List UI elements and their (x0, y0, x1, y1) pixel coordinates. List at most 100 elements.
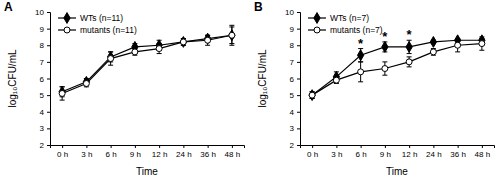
marker (358, 69, 364, 75)
y-tick: 2 (40, 141, 50, 150)
marker (204, 33, 210, 44)
marker (108, 56, 114, 62)
y-tick-mark (297, 112, 300, 113)
x-tick-mark (361, 145, 362, 148)
y-tick: 4 (40, 108, 50, 117)
error-bar-cap (455, 38, 460, 39)
x-axis: 0 h3 h6 h9 h12 h24 h36 h48 h (301, 145, 495, 159)
error-bar (407, 57, 412, 67)
series (309, 37, 485, 99)
y-tick-label: 7 (40, 58, 45, 67)
marker (357, 50, 363, 61)
x-axis: 0 h3 h6 h9 h12 h24 h36 h48 h (51, 145, 245, 159)
x-tick-label: 6 h (356, 150, 367, 159)
error-bar (431, 49, 436, 56)
annotation: * (407, 27, 413, 42)
y-tick-mark (47, 95, 50, 96)
y-axis-title: log₁₀CFU/mL (257, 49, 268, 108)
y-tick: 8 (40, 41, 50, 50)
x-tick-mark (86, 145, 87, 148)
y-tick: 2 (290, 141, 300, 150)
x-tick-mark (62, 145, 63, 148)
error-bar-cap (205, 45, 210, 46)
x-tick: 36 h (200, 145, 216, 159)
series (59, 25, 235, 100)
y-tick: 4 (290, 108, 300, 117)
y-tick-label: 8 (40, 41, 45, 50)
marker (455, 42, 461, 48)
x-tick: 48 h (225, 145, 241, 159)
x-tick-label: 0 h (57, 150, 68, 159)
x-tick-label: 48 h (475, 150, 491, 159)
y-tick-mark (297, 145, 300, 146)
y-tick: 5 (40, 91, 50, 100)
series-line (312, 40, 482, 95)
x-tick-mark (183, 145, 184, 148)
x-tick-mark (458, 145, 459, 148)
y-axis: 2 3 4 5 6 7 8 9 10 (35, 8, 50, 150)
x-tick-label: 6 h (106, 150, 117, 159)
x-tick-label: 3 h (81, 150, 92, 159)
error-bar-cap (205, 35, 210, 36)
y-tick-label: 3 (40, 124, 45, 133)
error-bar (479, 37, 484, 50)
legend-marker (314, 13, 320, 24)
error-bar-cap (229, 45, 234, 46)
error-bar-cap (358, 61, 363, 62)
x-tick-label: 24 h (426, 150, 442, 159)
x-tick: 12 h (152, 145, 168, 159)
y-tick-label: 9 (40, 25, 45, 34)
error-bar (181, 39, 186, 46)
x-tick-mark (433, 145, 434, 148)
x-tick-label: 3 h (331, 150, 342, 159)
marker (205, 37, 211, 43)
legend-marker (314, 27, 320, 33)
x-tick-label: 48 h (225, 150, 241, 159)
figure: A2345678910log₁₀CFU/mL0 h3 h6 h9 h12 h24… (0, 0, 500, 179)
y-tick-mark (47, 45, 50, 46)
error-bar (229, 25, 234, 45)
y-tick-label: 2 (290, 141, 295, 150)
series-line (312, 44, 482, 96)
marker (479, 35, 485, 46)
panel-label: A (4, 0, 13, 14)
legend-item: mutants (n=7) (308, 25, 383, 35)
x-tick: 9 h (380, 145, 391, 159)
error-bar (205, 35, 210, 45)
y-tick-label: 5 (40, 91, 45, 100)
marker (430, 49, 436, 55)
marker (382, 66, 388, 72)
x-tick: 3 h (81, 145, 92, 159)
x-tick-mark (111, 145, 112, 148)
x-tick-label: 9 h (130, 150, 141, 159)
y-tick-mark (297, 29, 300, 30)
y-tick-label: 6 (290, 75, 295, 84)
error-bar (84, 80, 89, 87)
y-tick: 10 (35, 8, 50, 17)
y-tick-label: 10 (35, 8, 44, 17)
y-tick-label: 4 (40, 108, 45, 117)
marker (333, 77, 339, 83)
series-line (62, 35, 232, 92)
series-line (62, 35, 232, 93)
y-tick: 3 (40, 124, 50, 133)
legend-marker (64, 13, 70, 24)
y-tick-label: 6 (40, 75, 45, 84)
x-tick-mark (409, 145, 410, 148)
y-tick: 7 (290, 58, 300, 67)
x-tick: 6 h (356, 145, 367, 159)
x-tick-mark (232, 145, 233, 148)
y-tick-mark (47, 79, 50, 80)
y-tick-label: 8 (290, 41, 295, 50)
legend: WTs (n=11)mutants (n=11) (58, 13, 137, 35)
legend-item: mutants (n=11) (58, 25, 137, 35)
error-bar-cap (455, 38, 460, 39)
x-tick-mark (385, 145, 386, 148)
x-tick-label: 36 h (200, 150, 216, 159)
error-bar (60, 87, 65, 100)
y-tick-mark (47, 62, 50, 63)
x-tick: 0 h (57, 145, 68, 159)
error-bar-cap (358, 81, 363, 82)
marker (83, 76, 89, 87)
y-axis-line (47, 13, 51, 146)
